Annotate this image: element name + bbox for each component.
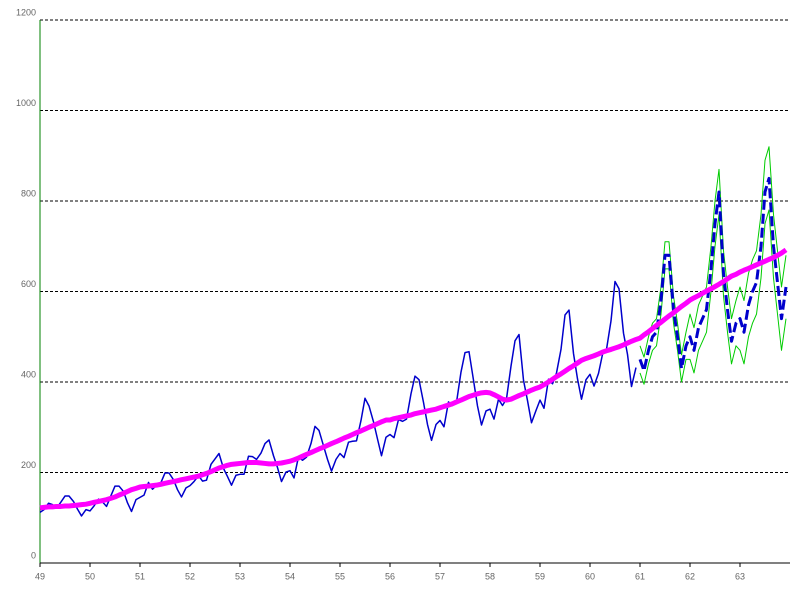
series-line	[638, 176, 788, 373]
x-tick-label: 50	[85, 571, 95, 581]
x-tick-label: 49	[35, 571, 45, 581]
x-tick-label: 59	[535, 571, 545, 581]
y-tick-label: 0	[31, 550, 36, 560]
x-tick-label: 53	[235, 571, 245, 581]
series-line	[639, 209, 787, 385]
y-tick-label: 1200	[16, 7, 36, 17]
x-tick-label: 54	[285, 571, 295, 581]
series-line	[39, 280, 637, 517]
x-tick-label: 56	[385, 571, 395, 581]
x-tick-label: 58	[485, 571, 495, 581]
series-line	[39, 247, 788, 511]
x-tick-label: 62	[685, 571, 695, 581]
y-tick-label: 1000	[16, 98, 36, 108]
y-tick-label: 200	[21, 460, 36, 470]
y-tick-label: 400	[21, 369, 36, 379]
x-tick-label: 57	[435, 571, 445, 581]
x-tick-label: 55	[335, 571, 345, 581]
series-line	[639, 146, 787, 358]
x-tick-label: 60	[585, 571, 595, 581]
x-tick-label: 63	[735, 571, 745, 581]
x-tick-label: 51	[135, 571, 145, 581]
x-tick-label: 52	[185, 571, 195, 581]
y-tick-label: 800	[21, 188, 36, 198]
y-tick-label: 600	[21, 279, 36, 289]
x-tick-label: 61	[635, 571, 645, 581]
